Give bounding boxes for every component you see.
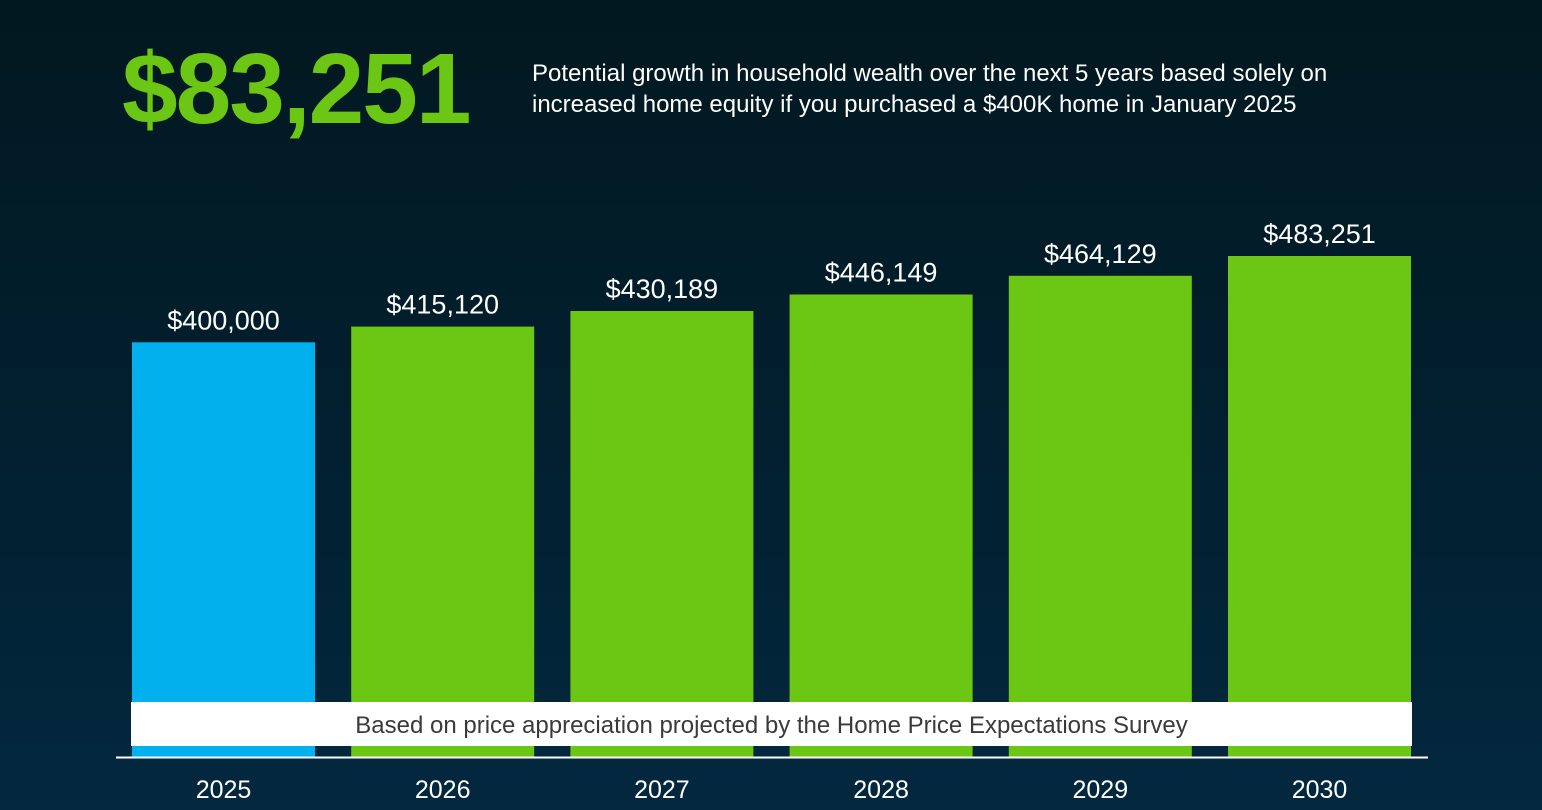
bar-2029: [1008, 275, 1192, 757]
value-label-2027: $430,189: [606, 274, 719, 304]
description-line-1: Potential growth in household wealth ove…: [532, 60, 1328, 87]
footnote-box: [131, 702, 1412, 746]
x-tick-2030: 2030: [1292, 776, 1348, 804]
value-label-2029: $464,129: [1044, 239, 1157, 269]
description-line-2: increased home equity if you purchased a…: [532, 91, 1297, 118]
x-tick-2025: 2025: [196, 776, 252, 804]
value-label-2030: $483,251: [1263, 219, 1376, 249]
bar-2030: [1228, 256, 1411, 757]
headline-description: Potential growth in household wealth ove…: [532, 58, 1452, 120]
value-label-2025: $400,000: [167, 305, 280, 335]
headline-value: $83,251: [122, 33, 471, 145]
value-labels-layer: $400,000 $415,120 $430,189 $446,149 $464,129…: [167, 219, 1376, 335]
bar-2027: [570, 311, 754, 757]
value-label-2026: $415,120: [386, 290, 499, 320]
bars-layer: [132, 256, 1411, 757]
x-tick-2027: 2027: [634, 776, 690, 804]
bar-2026: [351, 326, 535, 757]
x-axis-tick-labels: 2025 2026 2027 2028 2029 2030: [196, 776, 1348, 804]
bar-2025: [132, 342, 315, 757]
x-tick-2026: 2026: [415, 776, 471, 804]
bar-2028: [789, 294, 973, 757]
value-label-2028: $446,149: [825, 258, 938, 288]
x-tick-2029: 2029: [1072, 776, 1128, 804]
footnote-text: Based on price appreciation projected by…: [355, 712, 1187, 739]
x-tick-2028: 2028: [853, 776, 909, 804]
